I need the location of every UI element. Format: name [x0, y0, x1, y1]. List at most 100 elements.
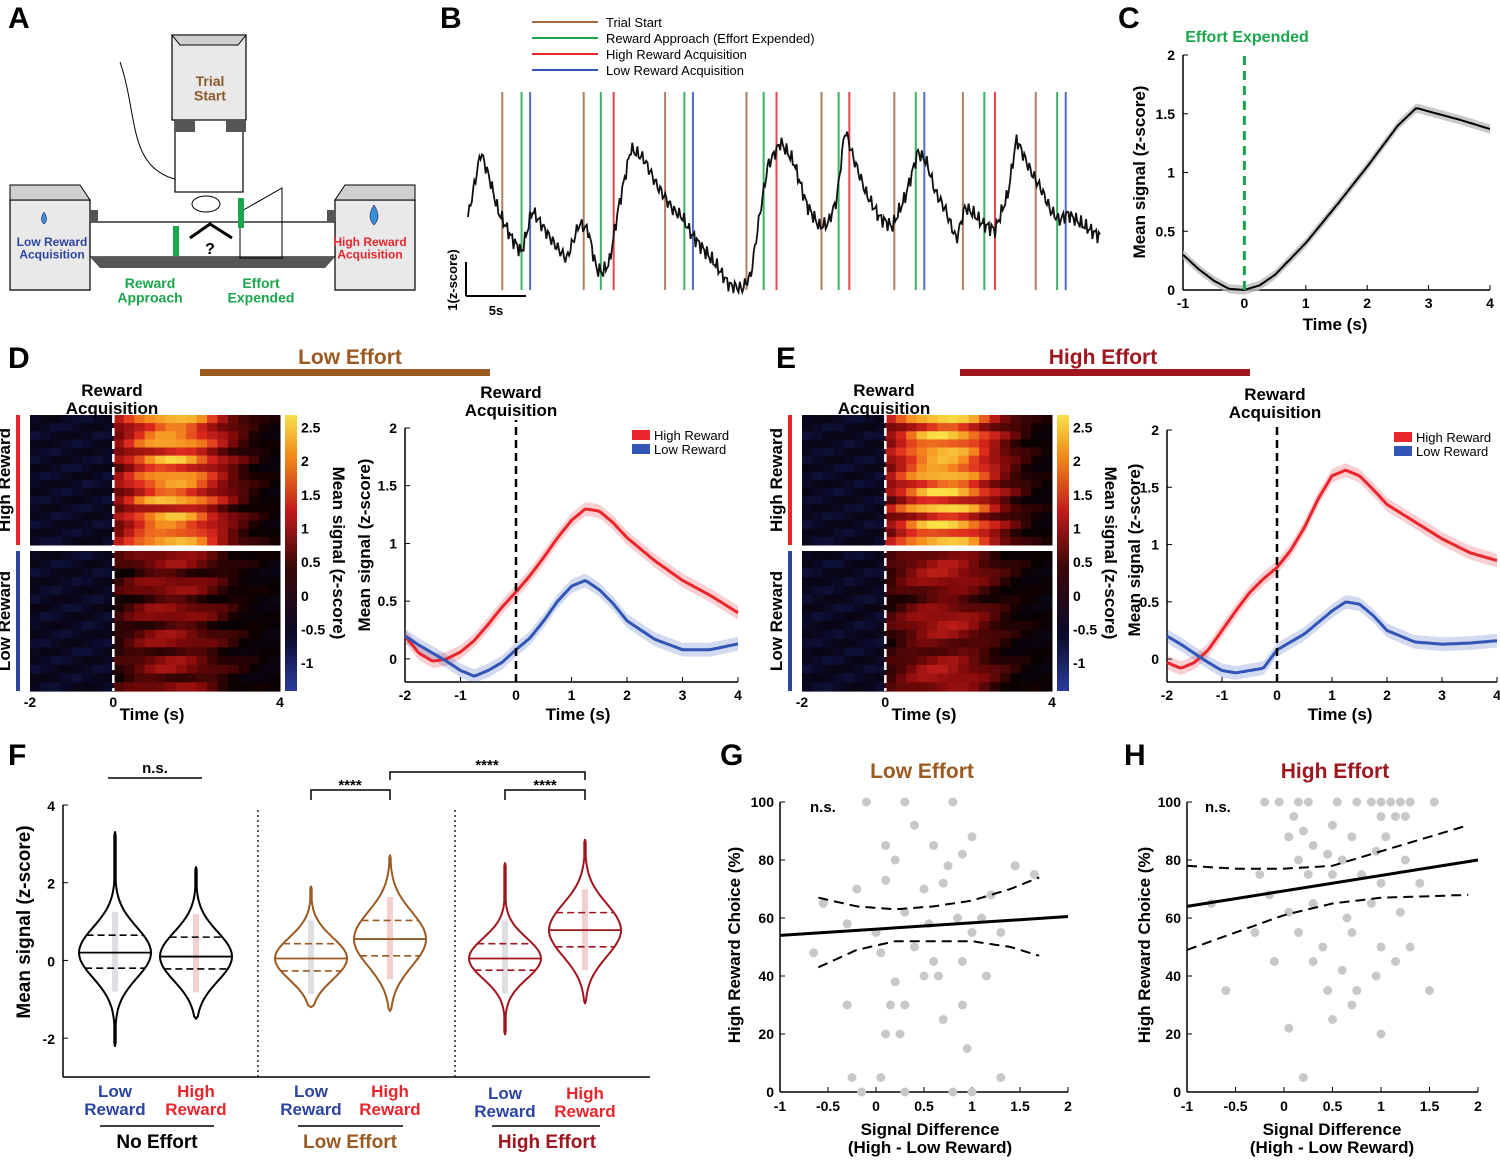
heat-cell-high	[165, 496, 177, 505]
heat-cell-high	[927, 512, 938, 522]
heat-cell-low	[1020, 647, 1032, 657]
heat-cell-high	[207, 528, 218, 538]
heat-cell-high	[802, 536, 813, 546]
heat-cell-high	[217, 512, 229, 522]
heat-cell-low	[102, 621, 114, 631]
colorbar	[285, 415, 297, 691]
heat-cell-low	[916, 559, 928, 570]
heat-cell-high	[123, 480, 135, 489]
heat-cell-low	[1010, 656, 1022, 666]
heat-cell-high	[196, 496, 208, 505]
heat-cell-high	[227, 415, 239, 424]
row-label-low: Low Reward	[0, 571, 14, 671]
heat-cell-low	[50, 577, 62, 587]
heat-cell-low	[895, 551, 907, 561]
data-point	[1342, 913, 1352, 923]
heat-cell-low	[238, 612, 250, 622]
y-tick-label: 1.5	[1140, 479, 1160, 495]
heat-cell-low	[227, 612, 239, 622]
heat-cell-low	[102, 612, 114, 622]
heat-cell-high	[864, 431, 876, 440]
heat-cell-high	[144, 496, 156, 505]
heat-cell-low	[134, 638, 146, 648]
heat-cell-high	[989, 480, 1001, 489]
heat-cell-high	[895, 415, 907, 424]
heat-cell-high	[217, 520, 229, 530]
heat-cell-high	[144, 447, 156, 457]
heat-cell-low	[175, 621, 187, 631]
heat-cell-high	[238, 496, 250, 505]
heat-cell-low	[864, 638, 876, 648]
data-point	[900, 797, 910, 807]
heat-cell-high	[843, 512, 855, 522]
heat-cell-low	[968, 638, 980, 648]
heat-cell-high	[113, 528, 125, 538]
heat-cell-high	[50, 439, 62, 448]
heat-cell-high	[979, 431, 990, 440]
heat-cell-high	[269, 520, 281, 530]
heat-cell-low	[833, 629, 845, 640]
heat-cell-high	[123, 520, 135, 530]
heat-cell-low	[968, 612, 980, 622]
heat-cell-low	[937, 647, 949, 657]
heat-cell-high	[802, 512, 813, 522]
heat-cell-high	[1041, 504, 1053, 513]
heat-x-tick: -2	[24, 694, 37, 710]
heat-cell-high	[144, 536, 156, 546]
heat-cell-high	[979, 496, 990, 505]
heat-cell-low	[196, 568, 208, 578]
heat-cell-high	[999, 496, 1011, 505]
heat-cell-high	[874, 496, 886, 505]
heat-cell-high	[113, 463, 125, 473]
heat-cell-low	[248, 603, 260, 613]
heat-cell-low	[207, 673, 218, 683]
data-point	[1395, 907, 1405, 917]
heat-cell-high	[843, 528, 855, 538]
heat-cell-low	[207, 559, 218, 570]
heat-cell-low	[207, 577, 218, 587]
heat-cell-high	[196, 439, 208, 448]
heat-cell-low	[864, 673, 876, 683]
heat-cell-low	[40, 594, 52, 605]
heat-cell-low	[259, 656, 271, 666]
heat-cell-low	[864, 568, 876, 578]
heat-cell-high	[269, 528, 281, 538]
heat-cell-low	[40, 638, 52, 648]
heat-cell-low	[958, 612, 970, 622]
heat-cell-low	[937, 568, 949, 578]
heat-cell-low	[30, 673, 41, 683]
heat-cell-high	[854, 431, 865, 440]
violin-points	[112, 911, 118, 992]
heat-cell-high	[864, 455, 876, 465]
heat-cell-high	[186, 496, 198, 505]
heat-cell-high	[30, 528, 41, 538]
heat-cell-high	[238, 512, 250, 522]
heat-cell-high	[102, 504, 114, 513]
heat-cell-low	[843, 682, 855, 692]
heat-cell-high	[885, 447, 897, 457]
heat-cell-high	[248, 480, 260, 489]
heat-cell-high	[238, 423, 250, 432]
heat-cell-low	[864, 682, 876, 692]
x-tick-label: 0	[1273, 687, 1281, 703]
heat-cell-low	[196, 612, 208, 622]
heat-cell-high	[1031, 504, 1043, 513]
heat-cell-low	[1031, 603, 1043, 613]
heat-cell-low	[937, 621, 949, 631]
x-tick-label: 2	[1474, 1098, 1482, 1114]
data-point	[1308, 899, 1318, 908]
heat-cell-high	[937, 447, 949, 457]
heat-cell-low	[50, 551, 62, 561]
heat-cell-low	[895, 656, 907, 666]
heat-cell-low	[259, 664, 271, 675]
heat-cell-low	[812, 682, 824, 692]
heat-cell-low	[134, 673, 146, 683]
x-tick-label: 2	[1383, 687, 1391, 703]
x-tick-label: -2	[1161, 687, 1174, 703]
heat-cell-low	[802, 647, 813, 657]
heat-cell-low	[937, 594, 949, 605]
heat-cell-high	[927, 528, 938, 538]
heat-cell-low	[227, 682, 239, 692]
heat-cell-low	[812, 586, 824, 596]
heat-cell-low	[82, 647, 93, 657]
